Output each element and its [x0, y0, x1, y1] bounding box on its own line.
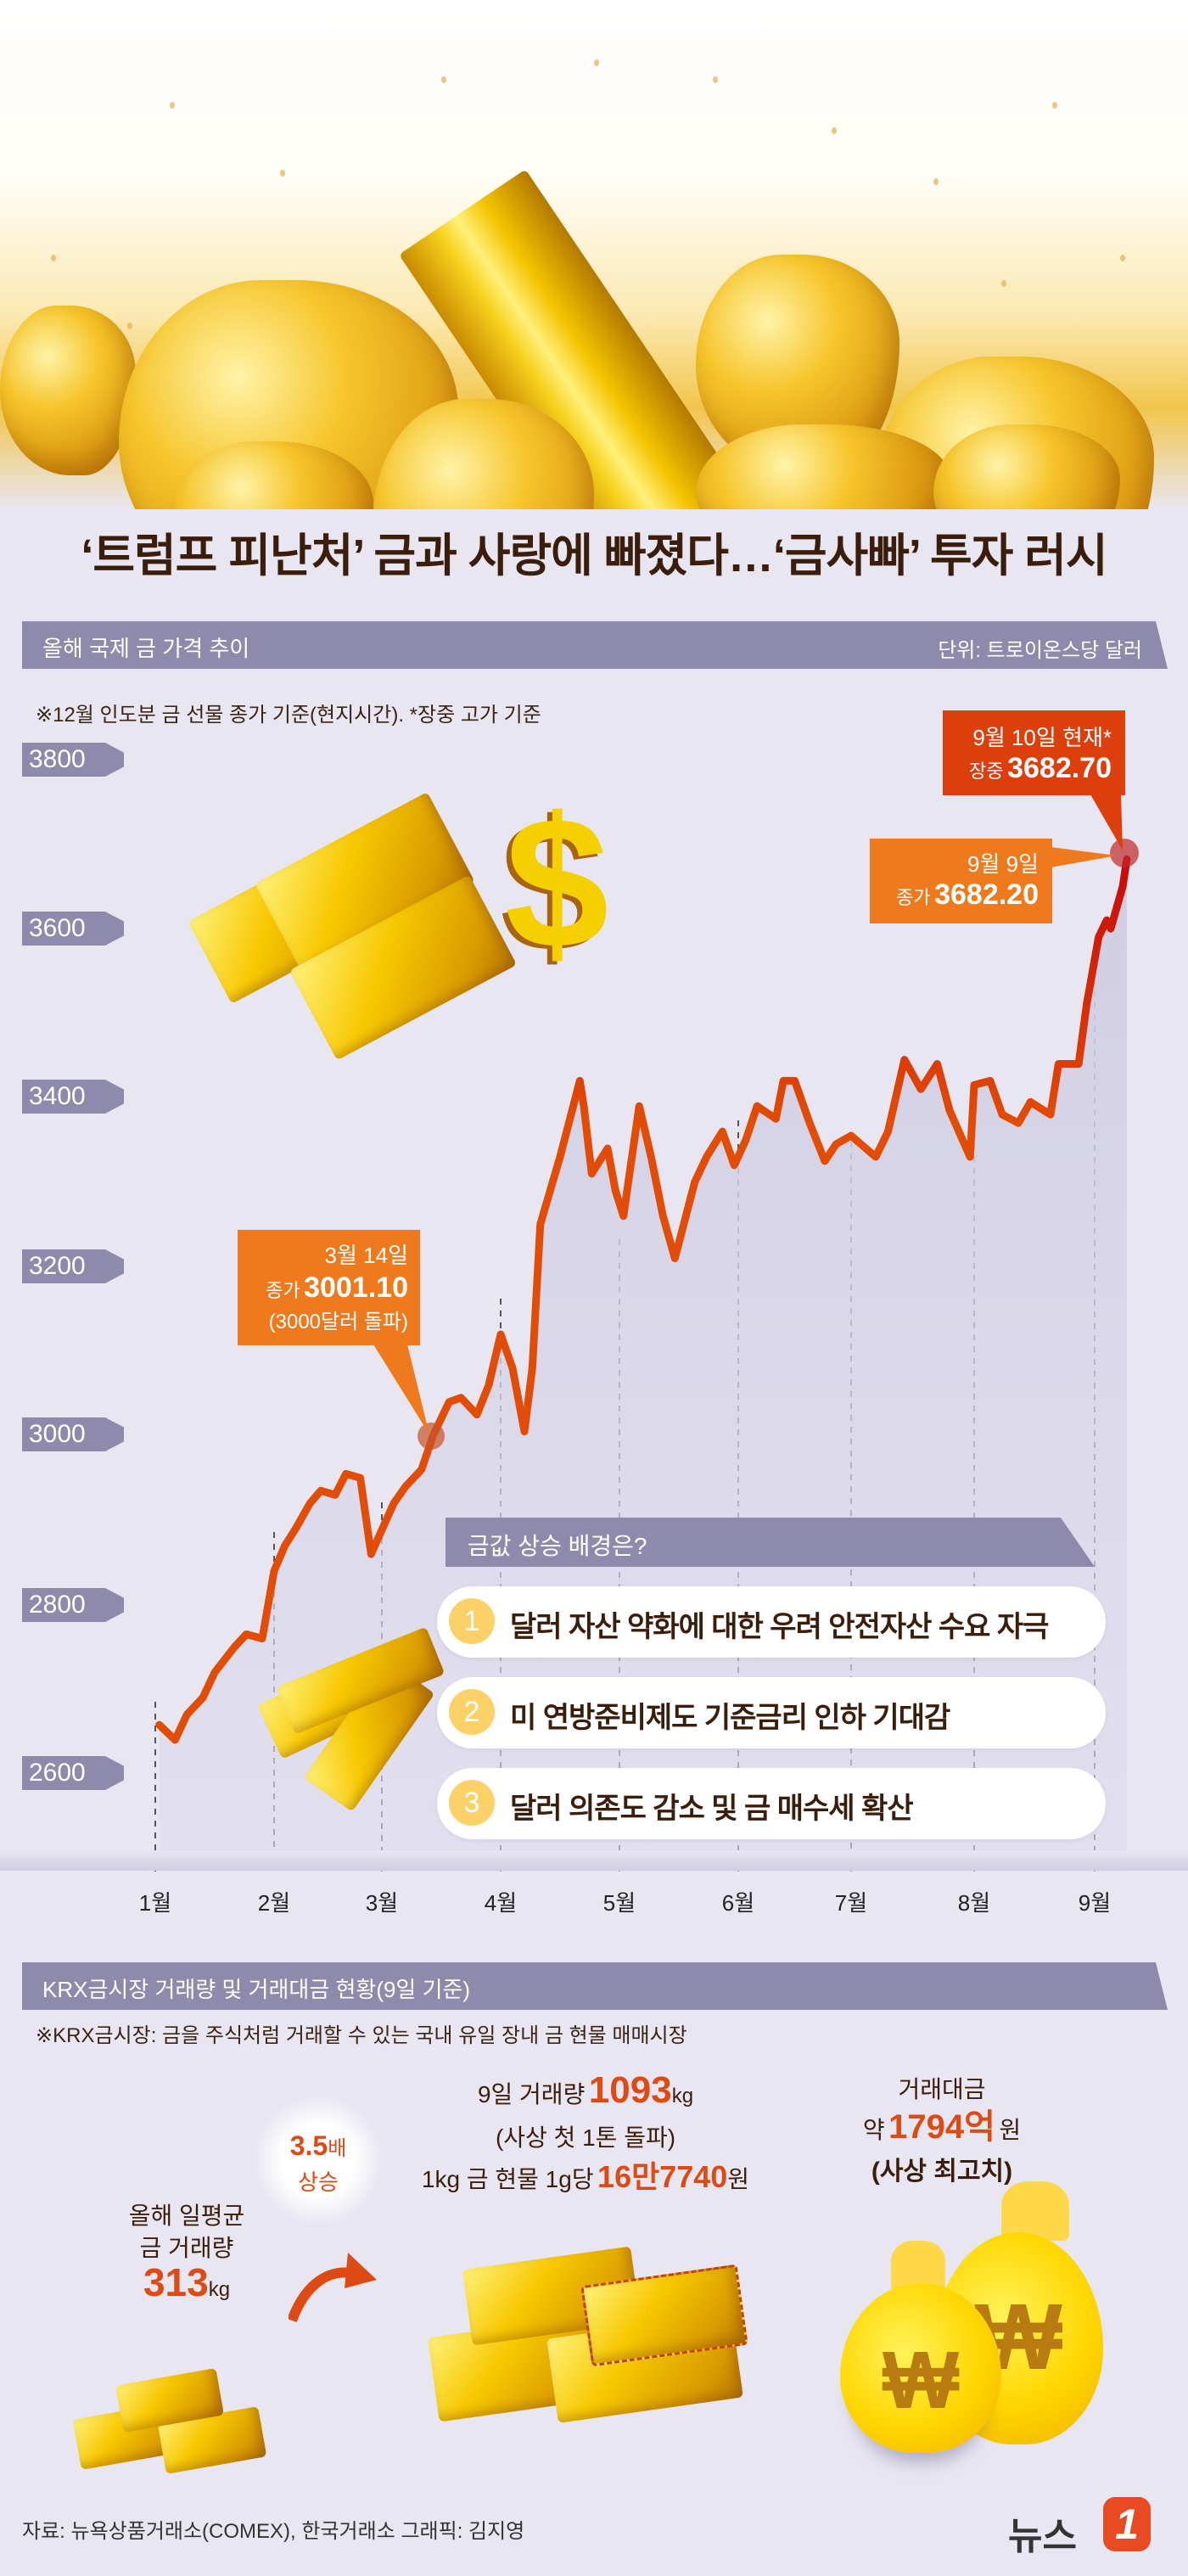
small-gold-bars-illustration [246, 1626, 450, 1812]
trading-amount-block: 거래대금 약 1794억 원 (사상 최고치) [840, 2071, 1044, 2191]
callout-sub: (3000달러 돌파) [268, 1310, 408, 1333]
day9-volume-block: 9일 거래량 1093kg (사상 첫 1톤 돌파) 1kg 금 현물 1g당 … [390, 2071, 781, 2203]
reason-text: 달러 자산 약화에 대한 우려 안전자산 수요 자극 [510, 1611, 1049, 1643]
section-header-gold-price: 올해 국제 금 가격 추이 단위: 트로이온스당 달러 [22, 621, 1168, 669]
page-title: ‘트럼프 피난처’ 금과 사랑에 빠졌다…‘금사빠’ 투자 러시 [81, 530, 1107, 581]
source-credit: 자료: 뉴욕상품거래소(COMEX), 한국거래소 그래픽: 김지영 [22, 2520, 525, 2543]
callout-pointer-sep10 [1090, 794, 1123, 850]
callout-prefix: 종가 [896, 887, 931, 908]
marker-mar14 [417, 1423, 445, 1450]
reasons-header: 금값 상승 배경은? [446, 1518, 1095, 1567]
avg-label-1: 올해 일평균 [128, 2203, 245, 2229]
reason-number: 2 [449, 1689, 495, 1735]
section-title: KRX금시장 거래량 및 거래대금 현황(9일 기준) [42, 1977, 471, 2002]
callout-sep9: 9월 9일 종가 3682.20 [870, 839, 1052, 923]
x-tick-sep: 9월 [1078, 1890, 1112, 1916]
avg-label-2: 금 거래량 [139, 2235, 234, 2261]
increase-badge: 3.5배 상승 [272, 2130, 365, 2197]
increase-unit: 배 [328, 2137, 347, 2160]
amount-prefix: 약 [862, 2117, 885, 2143]
reason-number: 1 [449, 1598, 495, 1644]
marker-sep9 [1110, 839, 1139, 867]
reason-item-1: 1 달러 자산 약화에 대한 우려 안전자산 수요 자극 [437, 1586, 1106, 1658]
chart-footnote: ※12월 인도분 금 선물 종가 기준(현지시간). *장중 고가 기준 [36, 704, 541, 727]
callout-value: 3682.70 [1007, 752, 1112, 784]
x-tick-feb: 2월 [257, 1890, 291, 1916]
increase-glow [255, 2096, 382, 2224]
logo-text: 뉴스 [1008, 2516, 1077, 2557]
increase-label: 상승 [298, 2169, 339, 2195]
callout-value: 3682.20 [934, 878, 1039, 911]
x-tick-apr: 4월 [484, 1890, 518, 1916]
unit-label: 단위: 트로이온스당 달러 [938, 639, 1142, 662]
y-tick-3800: 3800 [22, 743, 124, 777]
x-tick-mar: 3월 [365, 1890, 399, 1916]
y-tick-3200: 3200 [22, 1249, 124, 1283]
y-tick-3000: 3000 [22, 1417, 124, 1451]
callout-pointer-sep9 [1051, 847, 1117, 867]
callout-prefix: 장중 [969, 760, 1004, 782]
price-unit: 원 [727, 2166, 750, 2192]
curved-arrow-icon [289, 2253, 377, 2323]
x-tick-jun: 6월 [721, 1890, 755, 1916]
day9-unit: kg [671, 2085, 694, 2107]
callout-mar14: 3월 14일 종가 3001.10 (3000달러 돌파) [238, 1230, 420, 1345]
callout-sep10: 9월 10일 현재* 장중 3682.70 [943, 710, 1125, 795]
y-tick-3600: 3600 [22, 912, 124, 946]
day9-value: 1093 [588, 2069, 672, 2111]
krx-footnote: ※KRX금시장: 금을 주식처럼 거래할 수 있는 국내 유일 장내 금 현물 … [36, 2024, 687, 2047]
hero-gold-image [0, 0, 1188, 509]
dollar-sign-icon: $ [505, 778, 609, 987]
y-tick-3400: 3400 [22, 1080, 124, 1114]
section-header-krx: KRX금시장 거래량 및 거래대금 현황(9일 기준) [22, 1962, 1168, 2010]
x-axis-band [0, 1850, 1188, 1871]
price-label: 1kg 금 현물 1g당 [421, 2166, 594, 2192]
gold-bars-stack-illustration [416, 2224, 755, 2427]
won-sign-icon: ₩ [882, 2335, 960, 2426]
x-tick-aug: 8월 [957, 1890, 991, 1916]
amount-unit: 원 [999, 2117, 1022, 2143]
reason-item-3: 3 달러 의존도 감소 및 금 매수세 확산 [437, 1768, 1106, 1839]
avg-value: 313 [143, 2260, 209, 2304]
callout-prefix: 종가 [266, 1280, 300, 1301]
reasons-title: 금값 상승 배경은? [468, 1533, 647, 1559]
gold-bars-dollar-illustration: $ [188, 789, 608, 1061]
callout-date: 3월 14일 [324, 1243, 408, 1268]
amount-label: 거래대금 [898, 2076, 986, 2102]
money-bags-illustration: ₩ ₩ [823, 2173, 1112, 2470]
section-title: 올해 국제 금 가격 추이 [42, 636, 250, 661]
small-gold-bars-stack [72, 2368, 280, 2487]
day9-sub: (사상 첫 1톤 돌파) [495, 2124, 676, 2151]
logo-number: 1 [1103, 2497, 1151, 2551]
callout-pointer-mar14 [373, 1344, 429, 1434]
y-tick-2600: 2600 [22, 1756, 124, 1790]
x-tick-jan: 1월 [138, 1890, 172, 1916]
callout-value: 3001.10 [304, 1271, 408, 1304]
reason-number: 3 [449, 1780, 495, 1826]
amount-sub: (사상 최고치) [871, 2158, 1013, 2186]
reason-item-2: 2 미 연방준비제도 기준금리 인하 기대감 [437, 1677, 1106, 1748]
callout-date: 9월 10일 현재* [972, 725, 1112, 750]
reason-text: 달러 의존도 감소 및 금 매수세 확산 [510, 1793, 914, 1825]
price-value: 16만7740 [597, 2159, 728, 2194]
news1-logo: 뉴스 1 [1008, 2497, 1169, 2557]
amount-value: 1794억 [888, 2108, 995, 2146]
increase-value: 3.5 [289, 2130, 328, 2161]
y-tick-2800: 2800 [22, 1588, 124, 1622]
day9-label: 9일 거래량 [477, 2081, 586, 2107]
reason-text: 미 연방준비제도 기준금리 인하 기대감 [510, 1702, 950, 1734]
callout-date: 9월 9일 [967, 851, 1039, 877]
price-line [155, 855, 1131, 1744]
avg-unit: kg [208, 2278, 231, 2301]
avg-volume-block: 올해 일평균 금 거래량 313kg [102, 2200, 272, 2306]
x-tick-may: 5월 [602, 1890, 636, 1916]
x-tick-jul: 7월 [834, 1890, 868, 1916]
